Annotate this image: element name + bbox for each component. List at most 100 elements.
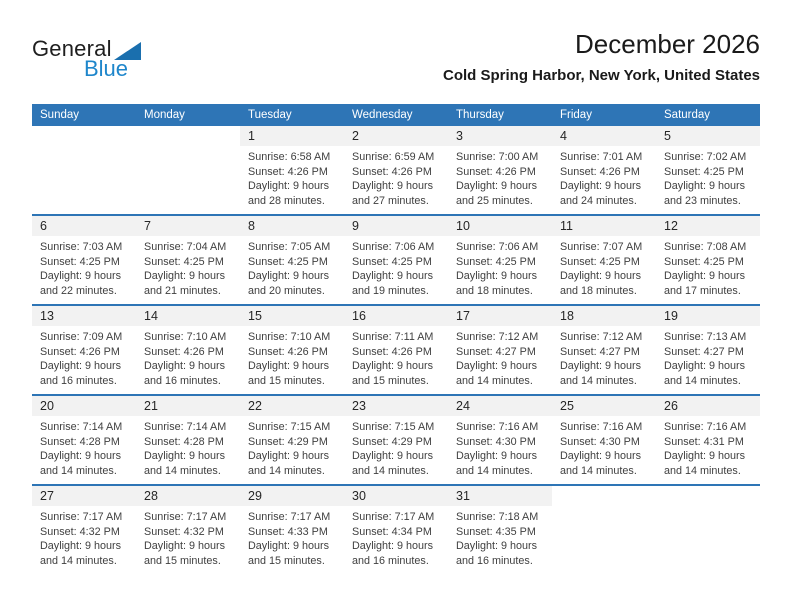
day-info-line: Sunrise: 7:16 AM	[664, 421, 747, 433]
day-info-line: and 14 minutes.	[456, 464, 533, 477]
day-info: Sunrise: 7:17 AM Sunset: 4:32 PM Daylight:…	[32, 506, 136, 568]
day-info-line: Daylight: 9 hours	[248, 270, 330, 283]
day-info-line: Sunrise: 7:07 AM	[560, 241, 643, 253]
day-info-line: and 24 minutes.	[560, 194, 637, 207]
day-info-line: Sunrise: 7:10 AM	[144, 331, 227, 343]
day-info-line: and 18 minutes.	[456, 284, 533, 297]
title-block: December 2026 Cold Spring Harbor, New Yo…	[182, 29, 760, 84]
day-cell-14: 14 Sunrise: 7:10 AM Sunset: 4:26 PM Dayligh…	[136, 306, 240, 394]
day-info-line: and 22 minutes.	[40, 284, 117, 297]
day-info-line: and 14 minutes.	[560, 374, 637, 387]
week-row: 27 Sunrise: 7:17 AM Sunset: 4:32 PM Dayligh…	[32, 484, 760, 574]
date-number: 10	[448, 216, 552, 236]
day-info-line: Sunset: 4:25 PM	[456, 255, 536, 268]
day-cell-25: 25 Sunrise: 7:16 AM Sunset: 4:30 PM Dayligh…	[552, 396, 656, 484]
day-info-line: and 16 minutes.	[40, 374, 117, 387]
day-info: Sunrise: 7:14 AM Sunset: 4:28 PM Daylight:…	[136, 416, 240, 478]
weekday-header-monday: Monday	[144, 109, 185, 121]
day-info-line: and 15 minutes.	[144, 554, 221, 567]
day-info-line: Sunrise: 7:01 AM	[560, 151, 643, 163]
day-info: Sunrise: 7:02 AM Sunset: 4:25 PM Daylight:…	[656, 146, 760, 208]
day-info: Sunrise: 7:15 AM Sunset: 4:29 PM Daylight:…	[344, 416, 448, 478]
day-info-line: Sunrise: 6:59 AM	[352, 151, 435, 163]
day-info-line: Daylight: 9 hours	[248, 360, 330, 373]
day-info-line: and 16 minutes.	[456, 554, 533, 567]
date-band-empty	[136, 126, 240, 146]
day-info-line: Sunset: 4:29 PM	[248, 435, 328, 448]
day-info-line: and 17 minutes.	[664, 284, 741, 297]
day-info: Sunrise: 6:58 AM Sunset: 4:26 PM Daylight:…	[240, 146, 344, 208]
day-info-line: and 21 minutes.	[144, 284, 221, 297]
day-info-line: and 18 minutes.	[560, 284, 637, 297]
day-info-line: Sunrise: 7:12 AM	[560, 331, 643, 343]
day-info-line: Sunrise: 7:16 AM	[560, 421, 643, 433]
day-info-line: Sunset: 4:30 PM	[560, 435, 640, 448]
day-info: Sunrise: 7:01 AM Sunset: 4:26 PM Daylight:…	[552, 146, 656, 208]
day-info-line: Daylight: 9 hours	[456, 360, 538, 373]
date-number: 17	[448, 306, 552, 326]
day-info-line: Sunrise: 7:17 AM	[248, 511, 331, 523]
day-info-line: Sunrise: 7:02 AM	[664, 151, 747, 163]
day-info-line: Sunrise: 7:18 AM	[456, 511, 539, 523]
date-number: 8	[240, 216, 344, 236]
day-info-line: Sunrise: 7:08 AM	[664, 241, 747, 253]
date-number: 18	[552, 306, 656, 326]
day-info-line: Sunrise: 7:13 AM	[664, 331, 747, 343]
day-cell-10: 10 Sunrise: 7:06 AM Sunset: 4:25 PM Dayligh…	[448, 216, 552, 304]
day-info-line: Sunset: 4:25 PM	[664, 255, 744, 268]
day-info: Sunrise: 7:17 AM Sunset: 4:34 PM Daylight:…	[344, 506, 448, 568]
day-info-line: Daylight: 9 hours	[40, 450, 122, 463]
day-cell-30: 30 Sunrise: 7:17 AM Sunset: 4:34 PM Dayligh…	[344, 486, 448, 574]
day-info-line: Sunrise: 7:00 AM	[456, 151, 539, 163]
day-info-line: Sunrise: 7:15 AM	[352, 421, 435, 433]
day-info-line: Sunrise: 7:04 AM	[144, 241, 227, 253]
day-info-line: Sunrise: 7:17 AM	[144, 511, 227, 523]
date-number: 19	[656, 306, 760, 326]
day-cell-13: 13 Sunrise: 7:09 AM Sunset: 4:26 PM Dayligh…	[32, 306, 136, 394]
day-info-line: Sunset: 4:25 PM	[560, 255, 640, 268]
day-cell-23: 23 Sunrise: 7:15 AM Sunset: 4:29 PM Dayligh…	[344, 396, 448, 484]
day-cell-12: 12 Sunrise: 7:08 AM Sunset: 4:25 PM Dayligh…	[656, 216, 760, 304]
calendar-table: Sunday Monday Tuesday Wednesday Thursday Frid…	[32, 104, 760, 574]
day-info-line: Daylight: 9 hours	[352, 270, 434, 283]
date-number: 24	[448, 396, 552, 416]
day-cell-5: 5 Sunrise: 7:02 AM Sunset: 4:25 PM Daylight…	[656, 126, 760, 214]
day-info: Sunrise: 7:08 AM Sunset: 4:25 PM Daylight:…	[656, 236, 760, 298]
day-info-line: Daylight: 9 hours	[248, 540, 330, 553]
date-number: 29	[240, 486, 344, 506]
day-cell-15: 15 Sunrise: 7:10 AM Sunset: 4:26 PM Dayligh…	[240, 306, 344, 394]
day-info-line: Daylight: 9 hours	[352, 180, 434, 193]
day-info-line: Sunrise: 7:11 AM	[352, 331, 434, 343]
day-info-line: Daylight: 9 hours	[456, 540, 538, 553]
day-info-line: and 14 minutes.	[456, 374, 533, 387]
day-info: Sunrise: 7:14 AM Sunset: 4:28 PM Daylight:…	[32, 416, 136, 478]
day-info-line: and 14 minutes.	[248, 464, 325, 477]
day-info: Sunrise: 7:16 AM Sunset: 4:30 PM Daylight:…	[552, 416, 656, 478]
day-info-line: and 14 minutes.	[40, 464, 117, 477]
date-number: 14	[136, 306, 240, 326]
date-number: 16	[344, 306, 448, 326]
day-info-line: Daylight: 9 hours	[560, 180, 642, 193]
location-subtitle: Cold Spring Harbor, New York, United Sta…	[443, 66, 760, 84]
day-info-line: and 23 minutes.	[664, 194, 741, 207]
day-info-line: Sunset: 4:25 PM	[248, 255, 328, 268]
day-info: Sunrise: 7:16 AM Sunset: 4:30 PM Daylight:…	[448, 416, 552, 478]
day-info-line: and 19 minutes.	[352, 284, 429, 297]
day-info-line: Sunrise: 7:06 AM	[352, 241, 435, 253]
day-cell-empty	[136, 126, 240, 214]
day-cell-24: 24 Sunrise: 7:16 AM Sunset: 4:30 PM Dayligh…	[448, 396, 552, 484]
day-info-line: and 14 minutes.	[352, 464, 429, 477]
day-info-line: and 14 minutes.	[664, 374, 741, 387]
day-info-line: and 15 minutes.	[248, 374, 325, 387]
week-row: 1 Sunrise: 6:58 AM Sunset: 4:26 PM Daylight…	[32, 126, 760, 214]
general-blue-logo: General Blue	[32, 36, 182, 92]
logo-triangle-icon	[113, 42, 141, 60]
day-info-line: Sunset: 4:26 PM	[560, 165, 640, 178]
day-info-line: Daylight: 9 hours	[352, 450, 434, 463]
day-info-line: Sunrise: 6:58 AM	[248, 151, 331, 163]
day-info-line: Daylight: 9 hours	[456, 270, 538, 283]
day-cell-16: 16 Sunrise: 7:11 AM Sunset: 4:26 PM Dayligh…	[344, 306, 448, 394]
day-info-line: Sunset: 4:26 PM	[248, 345, 328, 358]
day-cell-11: 11 Sunrise: 7:07 AM Sunset: 4:25 PM Dayligh…	[552, 216, 656, 304]
